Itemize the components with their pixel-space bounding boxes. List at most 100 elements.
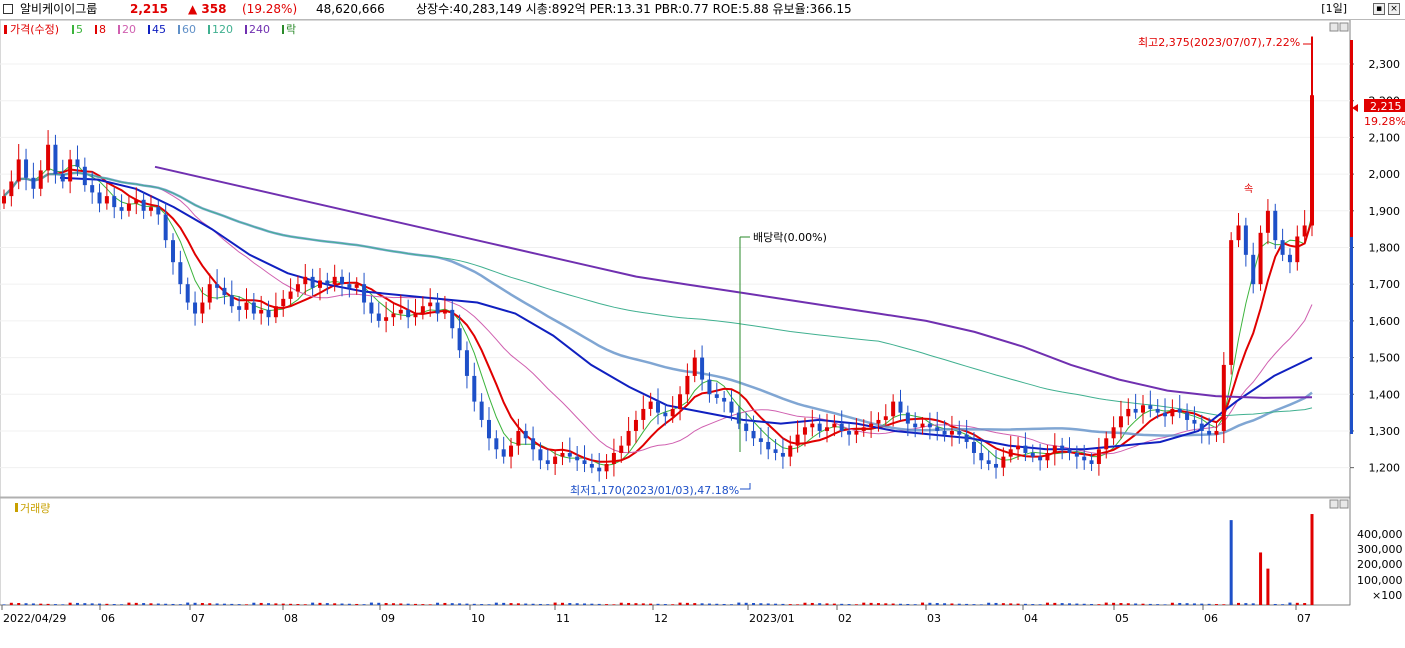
event-mark: 속 [1244, 183, 1253, 195]
candle-body [112, 196, 117, 208]
volume-bar [399, 603, 403, 605]
candle-body [90, 185, 95, 193]
candle-body [905, 412, 910, 424]
candle-body [685, 375, 690, 395]
volume-bar [663, 604, 667, 605]
candle-body [619, 445, 624, 453]
volume-bar [1045, 602, 1049, 605]
volume-bar [1001, 603, 1005, 605]
candle-body [53, 144, 58, 175]
candle-body [82, 166, 87, 186]
legend-ma-label: 20 [122, 23, 136, 36]
price-panel-minimize-icon[interactable] [1329, 22, 1339, 32]
moving-average-lines [3, 164, 1313, 466]
volume-bar [568, 603, 572, 605]
candle-body [678, 394, 683, 409]
volume-bar [458, 603, 462, 605]
volume-bar [1097, 604, 1101, 605]
minimize-icon[interactable]: ▪ [1373, 3, 1385, 15]
candle-body [1221, 364, 1226, 431]
volume-bar [244, 604, 248, 605]
candle-body [369, 302, 374, 314]
candle-body [391, 313, 396, 318]
volume-bar [333, 603, 337, 605]
candle-body [288, 291, 293, 299]
legend-ma-swatch [95, 25, 97, 34]
vol-tick-100000: 100,000 [1357, 574, 1403, 587]
volume-bar [1134, 603, 1138, 605]
volume-bar [509, 603, 513, 605]
trade-volume: 48,620,666 [316, 2, 385, 16]
volume-bar [1244, 603, 1248, 605]
legend-ma-swatch [245, 25, 247, 34]
low-arrow [740, 483, 751, 490]
volume-bar [943, 603, 947, 605]
volume-bar [303, 604, 307, 605]
volume-bar [171, 603, 175, 605]
candle-body [611, 452, 616, 464]
candle-body [957, 430, 962, 435]
volume-bar [715, 603, 719, 605]
candle-body [317, 280, 322, 288]
volume-bars [2, 514, 1314, 605]
low-annotation: 최저1,170(2023/01/03),47.18% [570, 484, 739, 497]
volume-legend: 거래량 [15, 502, 50, 515]
candle-body [354, 284, 359, 288]
period-button[interactable]: [1일] [1321, 2, 1347, 15]
close-icon[interactable]: × [1388, 3, 1400, 15]
candle-body [1258, 232, 1263, 285]
volume-bar [1038, 604, 1042, 605]
volume-spike-bar [1259, 552, 1263, 605]
candle-body [795, 434, 800, 446]
volume-bar [641, 603, 645, 605]
legend-ma-swatch [208, 25, 210, 34]
candle-body [340, 276, 345, 285]
candle-body [119, 207, 124, 211]
price-tick-label: 2,000 [1369, 168, 1401, 181]
volume-bar [39, 603, 43, 605]
volume-bar [1104, 602, 1108, 605]
candle-body [1030, 452, 1035, 457]
select-checkbox[interactable] [3, 4, 13, 14]
candle-body [663, 412, 668, 417]
candle-body [810, 423, 815, 428]
candle-body [273, 306, 278, 318]
candle-body [847, 430, 852, 435]
volume-bar [1090, 603, 1094, 605]
candle-body [964, 434, 969, 442]
date-tick-label: 2023/01 [749, 612, 795, 625]
price-panel [0, 20, 1351, 498]
volume-bar [913, 604, 917, 605]
volume-bar [707, 603, 711, 605]
current-price-tag: 2,215 [1370, 100, 1402, 113]
volume-bar [436, 602, 440, 605]
price-legend: 가격(수정) 5 8 20 45 60 120 240 락 [4, 23, 296, 36]
candle-body [1302, 225, 1307, 237]
candle-body [935, 427, 940, 431]
volume-bar [597, 603, 601, 605]
price-tick-label: 1,400 [1369, 388, 1401, 401]
price-tick-label: 1,800 [1369, 241, 1401, 254]
candle-body [237, 306, 242, 310]
candle-body [1016, 445, 1021, 450]
volume-bar [898, 603, 902, 605]
stock-chart[interactable]: 2,3002,2002,1002,0001,9001,8001,7001,600… [0, 20, 1405, 648]
price-panel-close-icon[interactable] [1339, 22, 1349, 32]
volume-panel-close-icon[interactable] [1339, 499, 1349, 509]
volume-bar [443, 602, 447, 605]
ma-line-45 [59, 176, 1313, 451]
date-tick-label: 07 [1297, 612, 1311, 625]
stock-name[interactable]: 알비케이이그룹 [20, 2, 98, 16]
volume-bar [583, 603, 587, 605]
candle-body [589, 463, 594, 468]
volume-spike-bar [1310, 514, 1314, 605]
volume-bar [987, 602, 991, 605]
date-tick-label: 03 [927, 612, 941, 625]
candle-body [839, 423, 844, 431]
candle-body [1089, 460, 1094, 464]
candle-body [670, 408, 675, 417]
volume-panel-minimize-icon[interactable] [1329, 499, 1339, 509]
candle-body [1155, 408, 1160, 413]
volume-bar [825, 603, 829, 605]
volume-bar [1288, 602, 1292, 605]
